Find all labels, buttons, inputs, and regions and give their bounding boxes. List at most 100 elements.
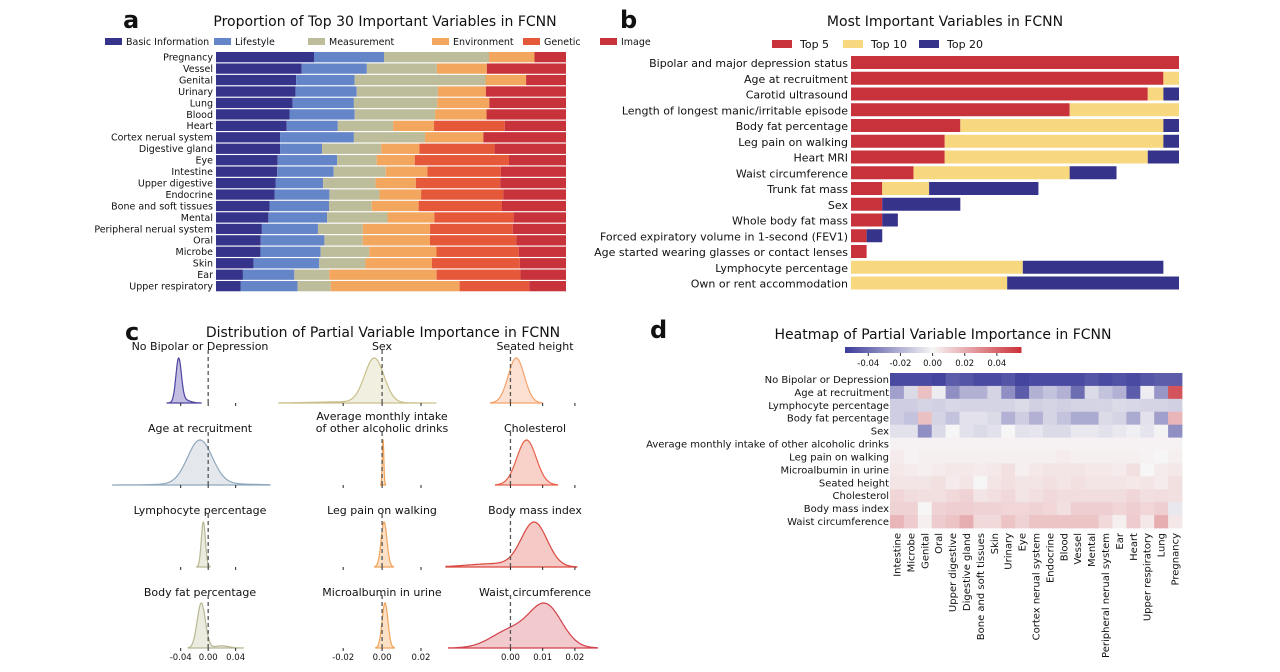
heatmap-cell xyxy=(931,411,947,426)
heatmap-cell xyxy=(917,450,933,464)
heatmap-cell xyxy=(1029,411,1044,426)
heatmap-cell xyxy=(987,398,1002,413)
colorbar-segment xyxy=(885,347,888,353)
bar-segment xyxy=(419,143,495,154)
legend-swatch-0 xyxy=(772,40,792,48)
heatmap-cell xyxy=(1098,411,1113,426)
heatmap-cell xyxy=(1056,385,1072,400)
density-curve xyxy=(448,602,598,649)
category-label: Heart xyxy=(187,121,214,132)
bar-segment xyxy=(280,132,354,143)
heatmap-cell xyxy=(890,476,905,490)
colorbar-segment xyxy=(987,347,990,353)
heatmap-cell xyxy=(1140,502,1155,516)
bar-segment xyxy=(851,182,883,195)
bar-segment xyxy=(414,155,509,166)
category-label: Body fat percentage xyxy=(736,120,849,133)
heatmap-cell xyxy=(1084,476,1099,490)
bar-segment xyxy=(362,223,431,235)
heatmap-cell xyxy=(1070,437,1086,451)
colorbar-segment xyxy=(845,347,848,353)
heatmap-cell xyxy=(1126,463,1141,477)
column-label: Vessel xyxy=(1073,533,1084,565)
colorbar-segment xyxy=(945,347,948,353)
heatmap-cell xyxy=(987,385,1002,400)
heatmap-cell xyxy=(1084,450,1099,464)
category-label: Endocrine xyxy=(166,190,214,201)
category-label: Heart MRI xyxy=(794,152,849,165)
colorbar-segment xyxy=(957,347,960,353)
heatmap-cell xyxy=(931,424,947,438)
heatmap-cell xyxy=(1001,424,1016,438)
bar-segment xyxy=(534,52,566,63)
heatmap-cell xyxy=(1084,373,1099,387)
heatmap-cell xyxy=(987,373,1002,387)
bar-segment xyxy=(385,166,428,177)
subplot-title: No Bipolar or Depression xyxy=(132,340,269,353)
heatmap-cell xyxy=(1056,515,1072,529)
heatmap-cell xyxy=(1070,476,1086,490)
subplot-title: Body mass index xyxy=(488,504,582,517)
bar-segment xyxy=(851,71,1164,85)
bar-segment xyxy=(526,74,566,86)
legend-label: Basic Information xyxy=(126,37,209,48)
colorbar-segment xyxy=(891,347,894,353)
heatmap-cell xyxy=(1042,437,1058,451)
category-label: Age started wearing glasses or contact l… xyxy=(594,246,848,259)
legend-swatch-1 xyxy=(843,40,863,48)
heatmap-cell xyxy=(1042,463,1058,477)
column-label: Cortex nerual system xyxy=(1032,533,1043,640)
heatmap-cell xyxy=(1042,515,1058,529)
subplot-title: Age at recruitment xyxy=(148,422,253,435)
category-label: Carotid ultrasound xyxy=(746,89,848,102)
heatmap-cell xyxy=(973,373,988,387)
heatmap-cell xyxy=(1126,450,1141,464)
heatmap-cell xyxy=(1098,502,1113,516)
bar-segment xyxy=(375,177,416,189)
heatmap-cell xyxy=(1154,489,1169,503)
heatmap-cell xyxy=(1098,385,1113,400)
heatmap-cell xyxy=(987,463,1002,477)
colorbar-segment xyxy=(959,347,962,353)
colorbar-segment xyxy=(953,347,956,353)
colorbar-segment xyxy=(905,347,908,353)
category-label: Peripheral nerual system xyxy=(94,224,213,235)
heatmap-cell xyxy=(1001,476,1016,490)
heatmap-cell xyxy=(1098,373,1113,387)
heatmap-cell xyxy=(1015,450,1030,464)
heatmap-cell xyxy=(1001,385,1016,400)
bar-segment xyxy=(216,235,261,246)
bar-segment xyxy=(353,132,425,143)
heatmap-cell xyxy=(1015,476,1030,490)
category-label: Pregnancy xyxy=(163,53,213,64)
bar-segment xyxy=(459,281,530,292)
colorbar-segment xyxy=(859,347,862,353)
panel-a-chart: Basic Information Lifestyle Measurement Env… xyxy=(94,37,651,293)
category-label: Sex xyxy=(828,199,849,212)
heatmap-cell xyxy=(1056,476,1072,490)
category-label: Oral xyxy=(193,236,213,247)
panel-c-chart: No Bipolar or Depression Age at recruitme… xyxy=(112,340,598,663)
heatmap-cell xyxy=(987,437,1002,451)
bar-segment xyxy=(851,245,867,258)
bar-segment xyxy=(1163,134,1179,148)
bar-segment xyxy=(366,63,437,74)
heatmap-cell xyxy=(987,450,1002,464)
heatmap-cell xyxy=(1098,476,1113,490)
heatmap-cell xyxy=(1126,476,1141,490)
heatmap-cell xyxy=(917,502,933,516)
row-label: Cholesterol xyxy=(833,491,889,502)
column-label: Eye xyxy=(1018,533,1029,551)
colorbar-segment xyxy=(1005,347,1008,353)
bar-segment xyxy=(216,74,297,86)
heatmap-cell xyxy=(1098,450,1113,464)
colorbar-segment xyxy=(903,347,906,353)
heatmap-cell xyxy=(1042,373,1058,387)
heatmap-cell xyxy=(931,502,947,516)
bar-segment xyxy=(324,235,363,246)
colorbar-segment xyxy=(1003,347,1006,353)
legend-label: Top 10 xyxy=(870,38,907,51)
heatmap-cell xyxy=(1070,489,1086,503)
legend-label: Lifestyle xyxy=(235,37,275,48)
legend-label: Measurement xyxy=(329,37,394,48)
